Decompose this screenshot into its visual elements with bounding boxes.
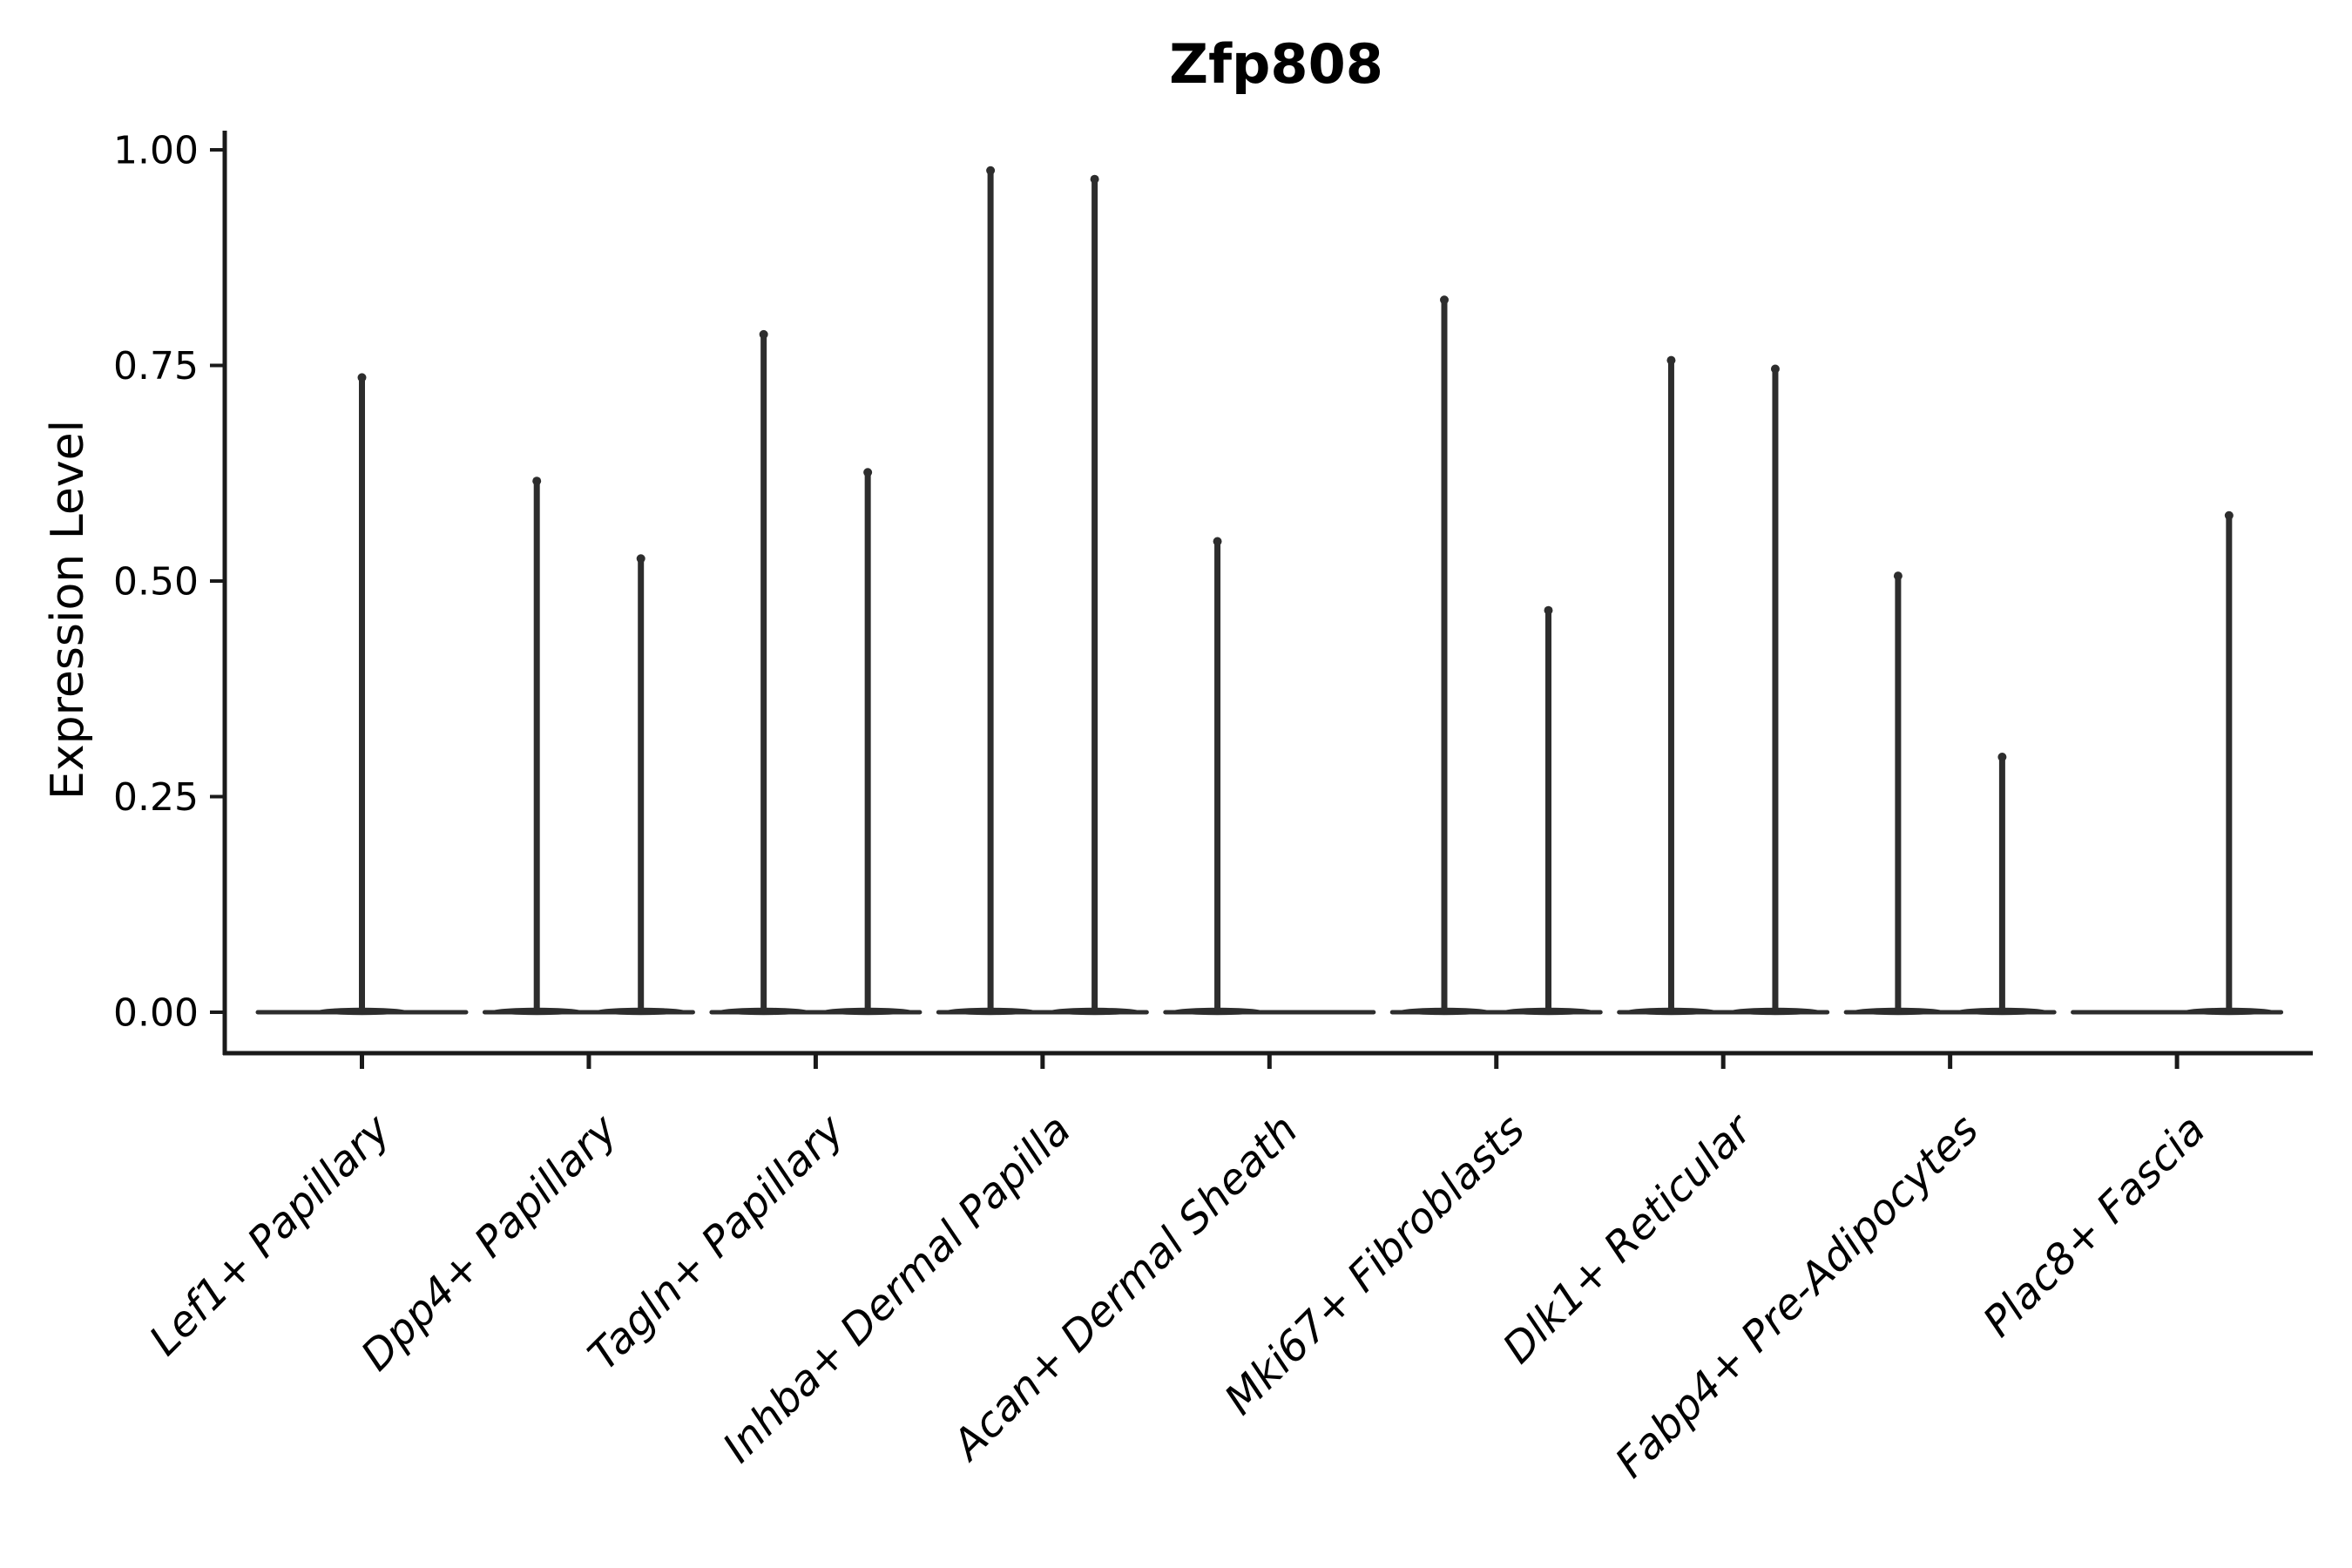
chart-title: Zfp808	[1169, 32, 1383, 96]
y-tick-label: 0.50	[113, 559, 199, 604]
violin-spike-tip	[636, 554, 645, 564]
violin-spike-tip	[759, 329, 768, 339]
violin-spike-tip	[1440, 295, 1449, 305]
violin-spike-tip	[1893, 571, 1903, 581]
y-axis-title: Expression Level	[42, 420, 94, 800]
violin-spike-tip	[357, 373, 367, 382]
violin-spike-tip	[1770, 364, 1780, 374]
violin-spike-tip	[1997, 753, 2007, 761]
violin-spike-tip	[986, 166, 996, 175]
x-tick-label: Fabp4+ Pre-Adipocytes	[1606, 1105, 1989, 1488]
y-tick-label: 0.25	[113, 775, 199, 820]
y-tick-label: 1.00	[113, 128, 199, 172]
violin-spike-tip	[1090, 174, 1099, 184]
x-tick-label: Plac8+ Fascia	[1974, 1105, 2215, 1347]
y-tick-label: 0.75	[113, 344, 199, 389]
violin-spike-tip	[1666, 355, 1676, 365]
violin-spike-tip	[2224, 510, 2234, 520]
violin-spike-tip	[1544, 605, 1553, 615]
y-tick-label: 0.00	[113, 990, 199, 1035]
violin-spike-tip	[863, 468, 873, 477]
x-tick-label: Lef1+ Papillary	[140, 1105, 401, 1365]
violins-layer	[255, 166, 2284, 1016]
violin-spike-tip	[532, 476, 542, 486]
x-tick-label: Dlk1+ Reticular	[1493, 1104, 1763, 1374]
violin-spike-tip	[1213, 537, 1222, 546]
